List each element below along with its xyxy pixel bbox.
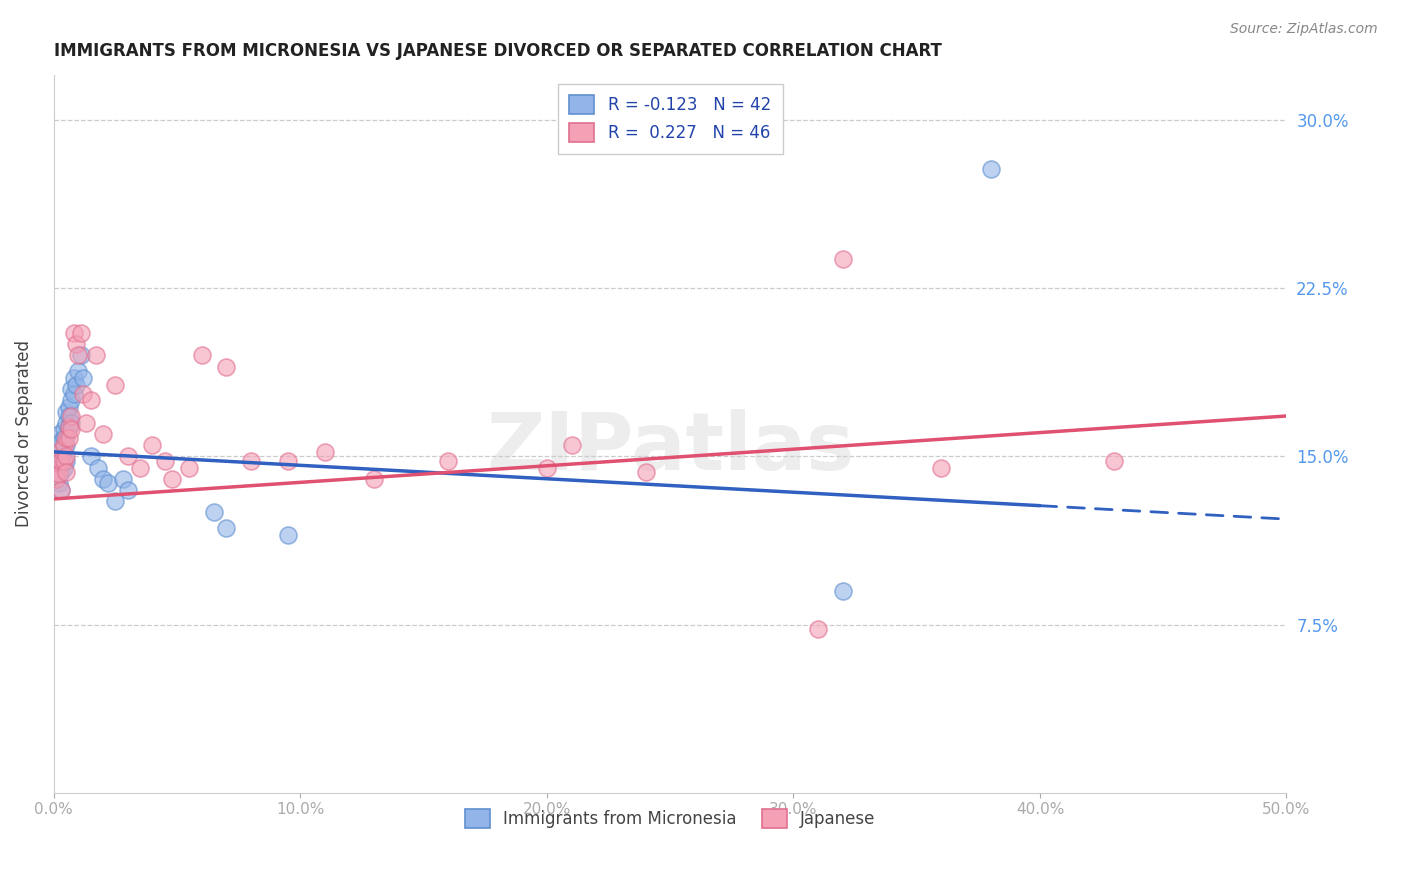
Point <box>58 420 80 434</box>
Point <box>55 438 77 452</box>
Point <box>45 460 67 475</box>
Text: Source: ZipAtlas.com: Source: ZipAtlas.com <box>1230 22 1378 37</box>
Point <box>87 460 110 475</box>
Point <box>104 494 127 508</box>
Point <box>807 622 830 636</box>
Point <box>831 583 853 598</box>
Point <box>60 416 83 430</box>
Point <box>70 348 93 362</box>
Point <box>111 472 134 486</box>
Point <box>65 337 87 351</box>
Point <box>91 426 114 441</box>
Text: ZIPatlas: ZIPatlas <box>486 409 855 487</box>
Point <box>561 438 583 452</box>
Point <box>80 450 103 464</box>
Point <box>48 438 70 452</box>
Point <box>60 422 83 436</box>
Legend: Immigrants from Micronesia, Japanese: Immigrants from Micronesia, Japanese <box>458 802 882 835</box>
Point <box>52 454 75 468</box>
Text: IMMIGRANTS FROM MICRONESIA VS JAPANESE DIVORCED OR SEPARATED CORRELATION CHART: IMMIGRANTS FROM MICRONESIA VS JAPANESE D… <box>53 42 942 60</box>
Point <box>277 454 299 468</box>
Point <box>980 162 1002 177</box>
Point <box>48 454 70 468</box>
Point <box>55 454 77 468</box>
Point <box>72 386 94 401</box>
Point <box>240 454 263 468</box>
Point <box>104 377 127 392</box>
Point <box>363 472 385 486</box>
Point <box>117 483 139 497</box>
Point <box>60 409 83 423</box>
Point <box>84 348 107 362</box>
Point <box>437 454 460 468</box>
Point <box>67 348 90 362</box>
Point <box>72 371 94 385</box>
Point <box>97 476 120 491</box>
Point <box>75 416 97 430</box>
Point <box>58 409 80 423</box>
Point <box>60 382 83 396</box>
Point <box>215 521 238 535</box>
Point <box>62 326 84 340</box>
Point <box>65 377 87 392</box>
Point <box>55 416 77 430</box>
Point <box>202 505 225 519</box>
Point <box>48 476 70 491</box>
Point <box>52 422 75 436</box>
Point <box>52 460 75 475</box>
Point <box>536 460 558 475</box>
Point <box>141 438 163 452</box>
Point <box>160 472 183 486</box>
Point <box>48 467 70 482</box>
Point <box>52 438 75 452</box>
Point <box>58 400 80 414</box>
Point <box>314 445 336 459</box>
Point <box>55 404 77 418</box>
Point <box>634 465 657 479</box>
Point <box>129 460 152 475</box>
Point <box>51 450 73 464</box>
Point <box>45 454 67 468</box>
Point <box>51 483 73 497</box>
Point <box>45 465 67 479</box>
Point <box>117 450 139 464</box>
Point <box>60 393 83 408</box>
Point <box>67 364 90 378</box>
Point <box>153 454 176 468</box>
Point <box>91 472 114 486</box>
Point <box>55 465 77 479</box>
Point <box>55 431 77 445</box>
Point <box>931 460 953 475</box>
Point <box>45 472 67 486</box>
Point <box>51 465 73 479</box>
Point <box>70 326 93 340</box>
Point <box>831 252 853 266</box>
Point <box>179 460 201 475</box>
Point <box>215 359 238 374</box>
Y-axis label: Divorced or Separated: Divorced or Separated <box>15 341 32 527</box>
Point <box>58 420 80 434</box>
Point <box>190 348 212 362</box>
Point <box>277 528 299 542</box>
Point <box>62 386 84 401</box>
Point <box>51 454 73 468</box>
Point <box>48 426 70 441</box>
Point <box>48 454 70 468</box>
Point <box>80 393 103 408</box>
Point <box>1102 454 1125 468</box>
Point <box>55 450 77 464</box>
Point <box>62 371 84 385</box>
Point <box>52 431 75 445</box>
Point <box>45 472 67 486</box>
Point <box>51 442 73 457</box>
Point <box>58 431 80 445</box>
Point <box>51 434 73 448</box>
Point <box>51 483 73 497</box>
